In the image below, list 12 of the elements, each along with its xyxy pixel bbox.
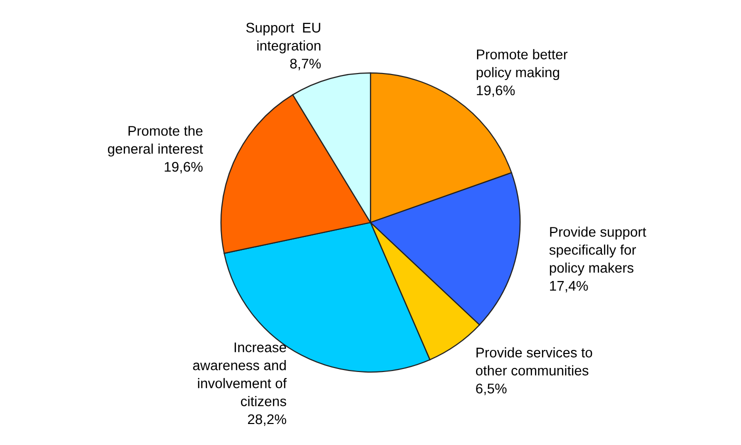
data-label: 17,4% <box>550 280 588 292</box>
slice-label: Support EU integration <box>246 22 320 54</box>
slice-label: Increase awareness and involvement of citizens <box>193 342 287 406</box>
slice-label: Promote better policy making <box>476 49 568 80</box>
data-label: 19,6% <box>164 162 203 174</box>
slice-label: Provide services to other communities <box>476 347 592 376</box>
data-label: 19,6% <box>476 85 515 97</box>
data-label: 6,5% <box>476 384 507 396</box>
data-label: 8,7% <box>290 58 321 70</box>
data-label: 28,2% <box>248 414 286 426</box>
slice-label: Provide support specifically for policy makers <box>549 226 646 276</box>
slice-label: Promote the general interest <box>108 126 203 157</box>
